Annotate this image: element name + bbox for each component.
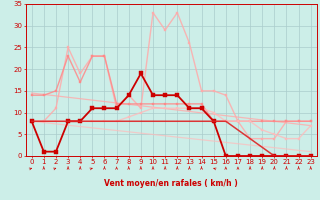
X-axis label: Vent moyen/en rafales ( km/h ): Vent moyen/en rafales ( km/h ) [104, 179, 238, 188]
